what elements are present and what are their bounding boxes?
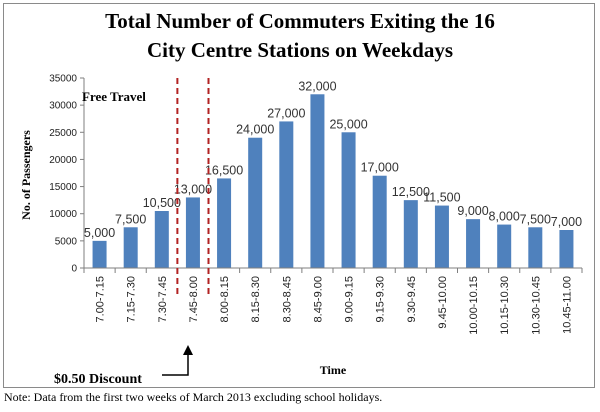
- data-labels: 5,0007,50010,50013,00016,50024,00027,000…: [84, 79, 582, 240]
- data-label: 8,000: [489, 210, 520, 224]
- y-axis-title: No. of Passengers: [19, 130, 33, 220]
- x-tick-label: 10.15-10.30: [499, 276, 511, 335]
- data-label: 25,000: [329, 117, 367, 131]
- bar: [217, 178, 232, 268]
- x-axis-title: Time: [320, 363, 347, 377]
- bar: [185, 197, 200, 268]
- x-axis-ticks: 7.00-7.15 7.15-7.30 7.30-7.45 7.45-8.00 8.00…: [83, 268, 583, 335]
- bar: [559, 230, 574, 268]
- data-label: 10,500: [143, 196, 181, 210]
- x-tick-label: 9.30-9.45: [406, 276, 418, 322]
- x-tick-label: 10.45-11.00: [561, 276, 573, 334]
- y-tick-label: 5000: [55, 236, 78, 247]
- data-label: 12,500: [392, 185, 430, 199]
- bar: [92, 240, 107, 268]
- data-label: 9,000: [457, 204, 488, 218]
- chart-note: Note: Data from the first two weeks of M…: [4, 390, 383, 404]
- x-tick-label: 8.15-8.30: [250, 276, 262, 322]
- bar: [123, 227, 138, 268]
- x-tick-label: 7.45-8.00: [188, 276, 200, 322]
- y-tick-label: 15000: [49, 182, 77, 193]
- bar: [403, 200, 418, 268]
- x-tick-label: 9.15-9.30: [375, 276, 387, 322]
- x-tick-label: 9.45-10.00: [437, 276, 449, 329]
- x-tick-label: 8.45-9.00: [312, 276, 324, 322]
- x-tick-label: 8.00-8.15: [219, 276, 231, 322]
- data-label: 27,000: [267, 106, 305, 120]
- data-label: 11,500: [423, 191, 460, 205]
- free-travel-label: Free Travel: [82, 89, 146, 104]
- bar: [154, 211, 169, 268]
- bar: [497, 224, 512, 268]
- y-tick-label: 35000: [49, 74, 77, 85]
- data-label: 7,000: [551, 215, 582, 229]
- chart-title-line-2: City Centre Stations on Weekdays: [147, 38, 453, 62]
- x-tick-label: 7.30-7.45: [157, 276, 169, 322]
- y-axis-ticks: 0 5000 10000 15000 20000 25000 30000 35000: [49, 74, 84, 275]
- chart: Total Number of Commuters Exiting the 16…: [19, 9, 583, 387]
- y-tick-label: 10000: [49, 209, 77, 220]
- discount-arrow-line: [162, 350, 189, 376]
- x-tick-label: 7.15-7.30: [126, 276, 138, 322]
- bar: [341, 132, 356, 268]
- bar: [248, 137, 263, 268]
- data-label: 24,000: [236, 123, 274, 137]
- chart-title-line-1: Total Number of Commuters Exiting the 16: [105, 9, 495, 33]
- bar: [466, 219, 481, 268]
- data-label: 7,500: [115, 212, 146, 226]
- y-tick-label: 20000: [49, 155, 77, 166]
- x-tick-label: 8.30-8.45: [281, 276, 293, 322]
- free-travel-dividers: [176, 78, 210, 298]
- discount-label: $0.50 Discount: [54, 372, 142, 387]
- bar: [310, 94, 325, 269]
- data-label: 7,500: [520, 212, 551, 226]
- bar: [434, 205, 449, 268]
- bar: [279, 121, 294, 268]
- bars: [92, 94, 574, 269]
- data-label: 16,500: [205, 163, 243, 177]
- x-tick-label: 7.00-7.15: [95, 276, 107, 322]
- bar: [372, 175, 387, 268]
- chart-frame: [3, 3, 595, 388]
- y-tick-label: 25000: [49, 128, 77, 139]
- x-tick-label: 10.30-10.45: [530, 276, 542, 335]
- data-label: 17,000: [361, 161, 399, 175]
- data-label: 13,000: [174, 182, 212, 196]
- y-tick-label: 30000: [49, 101, 77, 112]
- y-tick-label: 0: [71, 264, 77, 275]
- x-tick-label: 9.00-9.15: [344, 276, 356, 322]
- bar: [528, 227, 543, 268]
- data-label: 32,000: [298, 79, 336, 93]
- data-label: 5,000: [84, 226, 115, 240]
- x-tick-label: 10.00-10.15: [468, 276, 480, 335]
- discount-arrow-head: [183, 345, 193, 355]
